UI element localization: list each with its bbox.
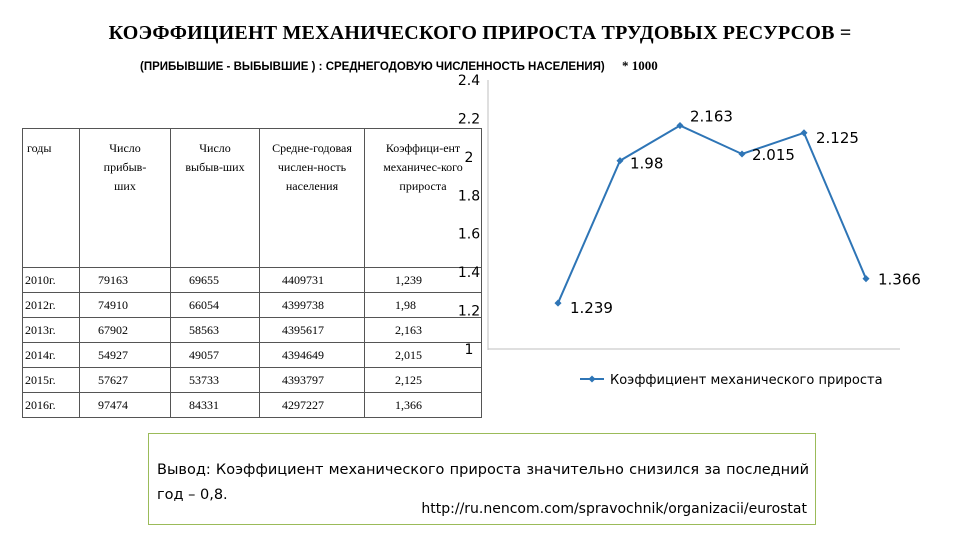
data-point — [616, 157, 624, 165]
data-point — [676, 122, 684, 130]
y-tick-label: 2.2 — [458, 111, 480, 127]
cell-year: 2014г. — [22, 342, 80, 368]
cell-left: 53733 — [170, 367, 260, 393]
series-line — [557, 124, 867, 304]
table-row: 2010г. 79163 69655 4409731 1,239 — [22, 267, 482, 293]
data-point — [862, 275, 870, 283]
y-tick-label: 2.4 — [458, 73, 480, 89]
cell-year: 2015г. — [22, 367, 80, 393]
table-row: 2016г. 97474 84331 4297227 1,366 — [22, 392, 482, 418]
cell-arrived: 97474 — [79, 392, 171, 418]
legend-marker — [588, 375, 596, 383]
header-text-3: Средне-годовая числен-ность населения — [272, 141, 352, 193]
y-tick-label: 1 — [465, 342, 474, 358]
data-point — [554, 299, 562, 307]
y-tick-label: 2 — [465, 150, 474, 166]
header-arrived: Число прибыв-ших — [79, 128, 171, 268]
header-coef: Коэффици-ент механичес-кого прироста — [364, 128, 482, 268]
cell-year: 2013г. — [22, 317, 80, 343]
cell-left: 84331 — [170, 392, 260, 418]
data-label: 2.125 — [816, 129, 859, 147]
header-text-4: Коэффици-ент механичес-кого прироста — [383, 141, 463, 193]
header-text-2: Число выбыв-ших — [185, 141, 245, 174]
data-table: годы Число прибыв-ших Число выбыв-ших Ср… — [22, 128, 482, 418]
cell-year: 2012г. — [22, 292, 80, 318]
cell-year: 2016г. — [22, 392, 80, 418]
legend-label: Коэффициент механического прироста — [610, 373, 883, 388]
cell-coef: 1,98 — [364, 292, 482, 318]
data-label: 1.98 — [630, 155, 663, 173]
header-left: Число выбыв-ших — [170, 128, 260, 268]
formula-multiplier: * 1000 — [621, 58, 658, 73]
table-header-row: годы Число прибыв-ших Число выбыв-ших Ср… — [22, 128, 482, 268]
cell-left: 66054 — [170, 292, 260, 318]
cell-arrived: 57627 — [79, 367, 171, 393]
cell-left: 49057 — [170, 342, 260, 368]
y-tick-label: 1.2 — [458, 304, 480, 320]
page-title: КОЭФФИЦИЕНТ МЕХАНИЧЕСКОГО ПРИРОСТА ТРУДО… — [108, 22, 852, 44]
table-row: 2015г. 57627 53733 4393797 2,125 — [22, 367, 482, 393]
data-label: 1.239 — [570, 299, 613, 317]
data-point — [738, 150, 746, 158]
cell-population: 4395617 — [259, 317, 365, 343]
formula-subtitle: (ПРИБЫВШИЕ - ВЫБЫВШИЕ ) : СРЕДНЕГОДОВУЮ … — [140, 58, 658, 74]
data-point — [800, 129, 808, 137]
data-label: 2.015 — [752, 146, 795, 164]
cell-coef: 1,366 — [364, 392, 482, 418]
data-label: 1.366 — [878, 271, 921, 289]
formula-text: (ПРИБЫВШИЕ - ВЫБЫВШИЕ ) : СРЕДНЕГОДОВУЮ … — [140, 61, 605, 73]
conclusion-text: Вывод: Коэффициент механического прирост… — [157, 462, 809, 503]
y-tick-label: 1.6 — [458, 227, 480, 243]
y-tick-label: 1.8 — [458, 188, 480, 204]
cell-coef: 1,239 — [364, 267, 482, 293]
source-link[interactable]: http://ru.nencom.com/spravochnik/organiz… — [421, 501, 807, 517]
cell-population: 4394649 — [259, 342, 365, 368]
header-text-1: Число прибыв-ших — [103, 141, 147, 193]
y-tick-label: 1.4 — [458, 265, 480, 281]
cell-population: 4297227 — [259, 392, 365, 418]
data-label: 2.163 — [690, 108, 733, 126]
conclusion-box: Вывод: Коэффициент механического прирост… — [148, 433, 816, 525]
